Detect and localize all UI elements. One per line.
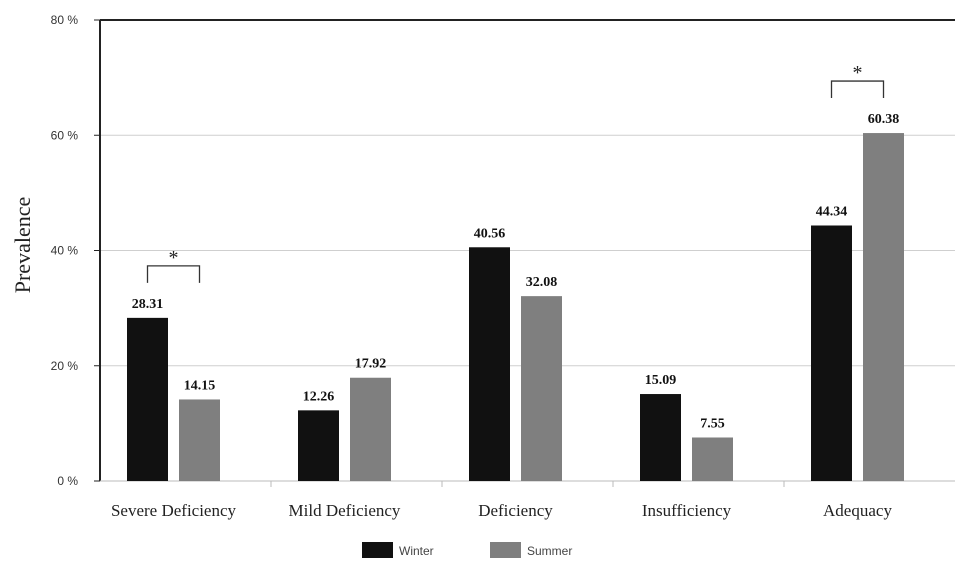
bar-winter [298,410,339,481]
bar-winter [811,225,852,481]
legend-swatch-winter [362,542,393,558]
bar-winter [127,317,168,481]
y-axis-ticks: 0 % 20 % 40 % 60 % 80 % [51,13,100,488]
significance-bracket [830,80,885,99]
y-tick-label: 20 % [51,359,79,373]
y-axis-label: Prevalence [10,197,35,294]
bar-summer [692,437,733,481]
significance-brackets: ** [146,62,885,283]
bar-winter [469,247,510,481]
bar-summer [179,399,220,481]
legend: Winter Summer [362,542,572,558]
category-label: Insufficiency [642,501,732,520]
significance-star: * [169,247,179,269]
y-tick-label: 0 % [57,474,78,488]
bar-summer [350,377,391,481]
data-label: 14.15 [184,378,216,393]
bar-winter [640,394,681,481]
legend-label-winter: Winter [399,544,434,558]
data-label: 17.92 [355,357,387,372]
category-label: Deficiency [478,501,553,520]
category-label: Severe Deficiency [111,501,237,520]
data-label: 44.34 [816,204,848,219]
y-tick-label: 60 % [51,128,79,142]
data-label: 7.55 [700,416,725,431]
category-label: Mild Deficiency [289,501,401,520]
data-label: 28.31 [132,297,164,312]
data-label: 40.56 [474,226,506,241]
data-label: 12.26 [303,389,335,404]
legend-swatch-summer [490,542,521,558]
bar-summer [521,296,562,481]
legend-label-summer: Summer [527,544,572,558]
data-label: 15.09 [645,373,677,388]
value-labels: 28.31 14.15 12.26 17.92 40.56 32.08 15.09 7.55 4… [132,112,900,431]
bar-summer [863,133,904,482]
y-tick-label: 80 % [51,13,79,27]
y-tick-label: 40 % [51,244,79,258]
category-label: Adequacy [823,501,892,520]
significance-star: * [853,62,863,84]
bar-group [127,133,904,482]
data-label: 32.08 [526,275,558,290]
category-labels: Severe Deficiency Mild Deficiency Deficien… [111,481,892,520]
significance-bracket [146,265,201,283]
data-label: 60.38 [868,112,900,127]
